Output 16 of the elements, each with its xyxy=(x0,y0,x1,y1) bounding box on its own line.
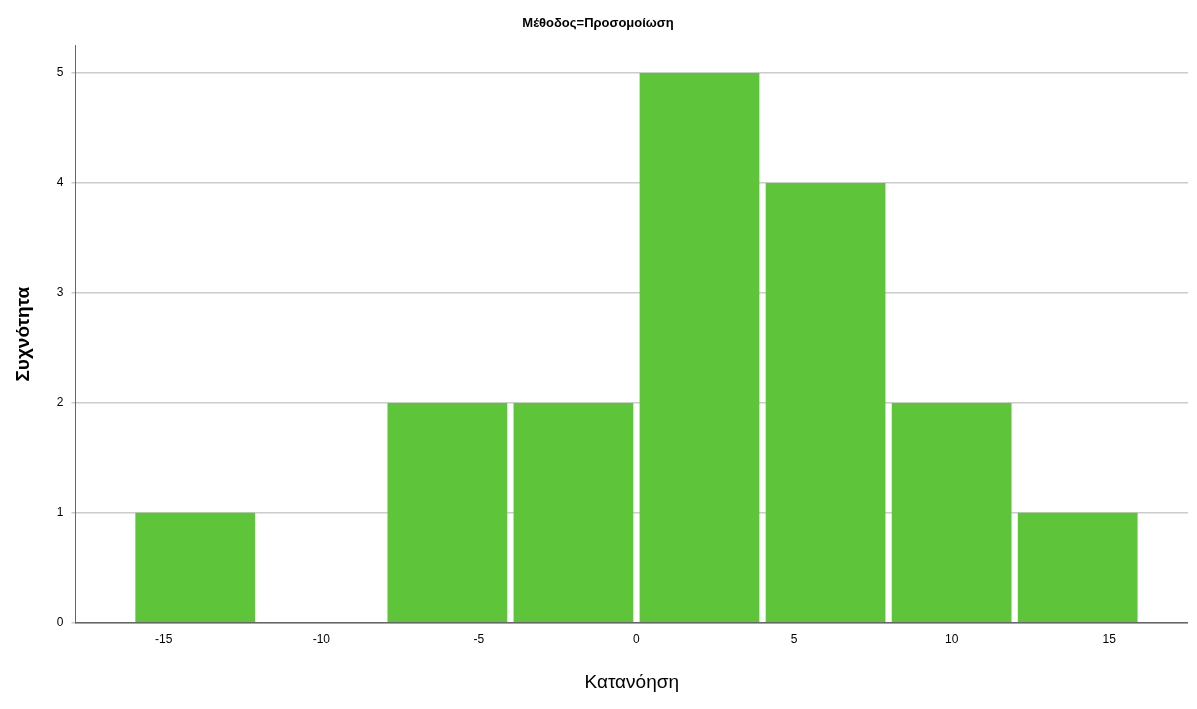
y-tick-label: 2 xyxy=(56,395,64,410)
chart-title: Μέθοδος=Προσομοίωση xyxy=(522,15,674,31)
x-axis-title: Κατανόηση xyxy=(584,670,680,692)
x-tick-label: -5 xyxy=(473,632,485,647)
y-axis-title: Συχνότητα xyxy=(11,286,33,382)
y-tick-label: 3 xyxy=(56,285,64,300)
x-tick-label: 15 xyxy=(1102,632,1117,647)
x-tick-label: -10 xyxy=(312,632,331,647)
x-tick-label: 10 xyxy=(944,632,959,647)
y-tick-label: 0 xyxy=(56,615,64,630)
x-tick-label: 5 xyxy=(790,632,798,647)
y-tick-label: 5 xyxy=(56,65,64,80)
x-tick-label: 0 xyxy=(633,632,641,647)
x-tick-label: -15 xyxy=(155,632,173,647)
y-tick-label: 1 xyxy=(56,505,64,520)
y-tick-label: 4 xyxy=(56,175,64,190)
